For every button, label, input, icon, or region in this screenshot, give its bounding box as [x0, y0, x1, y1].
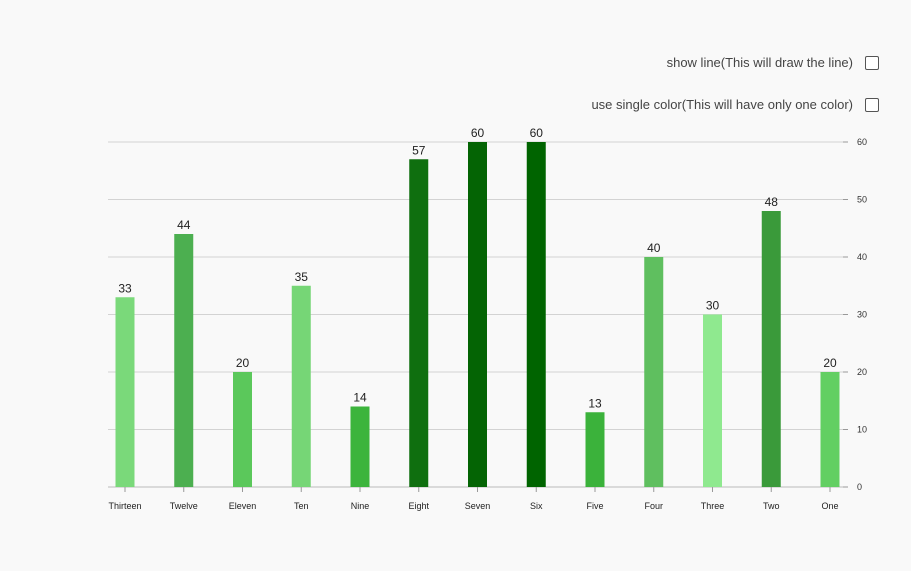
bar-value-label: 20: [823, 356, 837, 370]
x-category-label: One: [821, 501, 838, 511]
single-color-option: use single color(This will have only one…: [591, 97, 879, 112]
bar: [291, 285, 311, 487]
bar-value-label: 30: [706, 299, 720, 313]
bars: 33 44 20 35 14 57 60 60 13 40 30 48 20: [115, 126, 840, 487]
bar-value-label: 57: [412, 143, 426, 157]
x-category-label: Nine: [351, 501, 370, 511]
bar: [409, 159, 429, 487]
bar-value-label: 13: [588, 396, 602, 410]
x-category-label: Eleven: [229, 501, 257, 511]
x-category-label: Six: [530, 501, 543, 511]
bar: [174, 234, 194, 487]
x-category-label: Thirteen: [108, 501, 141, 511]
x-category-label: Four: [644, 501, 663, 511]
bar: [233, 372, 252, 487]
y-tick-label: 40: [857, 252, 867, 262]
x-category-label: Eight: [408, 501, 429, 511]
y-tick-label: 10: [857, 425, 867, 435]
y-tick-label: 50: [857, 195, 867, 205]
y-tick-label: 30: [857, 310, 867, 320]
bar-value-label: 20: [236, 356, 250, 370]
bar: [644, 257, 664, 487]
bar: [585, 412, 605, 487]
x-category-label: Five: [586, 501, 603, 511]
bar-value-label: 35: [295, 270, 309, 284]
x-category-label: Twelve: [170, 501, 198, 511]
bar-value-label: 40: [647, 241, 661, 255]
y-tick-label: 20: [857, 367, 867, 377]
x-category-label: Ten: [294, 501, 309, 511]
show-line-label: show line(This will draw the line): [666, 55, 853, 70]
single-color-label: use single color(This will have only one…: [591, 97, 853, 112]
bar-value-label: 48: [765, 195, 779, 209]
bar-value-label: 60: [530, 126, 544, 140]
bar: [468, 142, 487, 487]
x-category-label: Seven: [465, 501, 491, 511]
y-axis: 0 10 20 30 40 50 60: [843, 137, 867, 492]
x-category-label: Two: [763, 501, 780, 511]
x-axis: Thirteen Twelve Eleven Ten Nine Eight Seven Six…: [108, 487, 839, 511]
x-category-label: Three: [701, 501, 725, 511]
bar-value-label: 14: [353, 391, 367, 405]
bar: [703, 314, 722, 487]
bar: [820, 372, 840, 487]
y-tick-label: 0: [857, 482, 862, 492]
bar: [115, 297, 135, 487]
y-tick-label: 60: [857, 137, 867, 147]
show-line-checkbox[interactable]: [865, 55, 879, 70]
bar-value-label: 60: [471, 126, 485, 140]
bar: [526, 142, 546, 487]
show-line-option: show line(This will draw the line): [667, 55, 879, 70]
single-color-checkbox[interactable]: [865, 97, 879, 112]
bar: [350, 406, 370, 487]
bar: [761, 211, 781, 487]
bar-value-label: 33: [118, 281, 132, 295]
bar-value-label: 44: [177, 218, 191, 232]
